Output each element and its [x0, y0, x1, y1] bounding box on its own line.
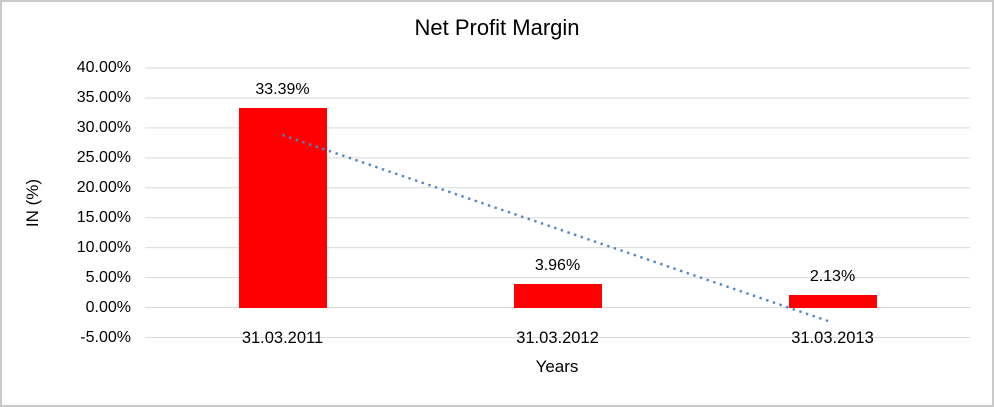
bar	[238, 107, 327, 308]
y-tick-label: 15.00%	[76, 208, 131, 226]
y-tick-label: 20.00%	[76, 178, 131, 196]
x-tick-label: 31.03.2011	[241, 329, 324, 347]
y-tick-label: -5.00%	[80, 328, 131, 346]
y-axis-title: IN (%)	[23, 178, 42, 228]
x-tick-label: 31.03.2012	[516, 329, 599, 347]
bar	[513, 283, 602, 308]
bar	[788, 294, 877, 308]
bar-data-label: 2.13%	[809, 267, 856, 285]
y-tick-label: 5.00%	[85, 268, 131, 286]
chart-title: Net Profit Margin	[414, 15, 580, 40]
y-tick-label: 25.00%	[76, 148, 131, 166]
y-tick-label: 40.00%	[76, 59, 131, 76]
y-tick-label: 35.00%	[76, 88, 131, 106]
bar-data-label: 33.39%	[255, 80, 310, 98]
trendline	[282, 133, 833, 324]
bar-data-label: 3.96%	[534, 256, 581, 274]
x-tick-label: 31.03.2013	[791, 329, 874, 347]
y-tick-label: 0.00%	[85, 298, 131, 316]
x-axis-title: Years	[535, 357, 579, 376]
y-tick-label: 30.00%	[76, 118, 131, 136]
y-tick-label: 10.00%	[76, 238, 131, 256]
